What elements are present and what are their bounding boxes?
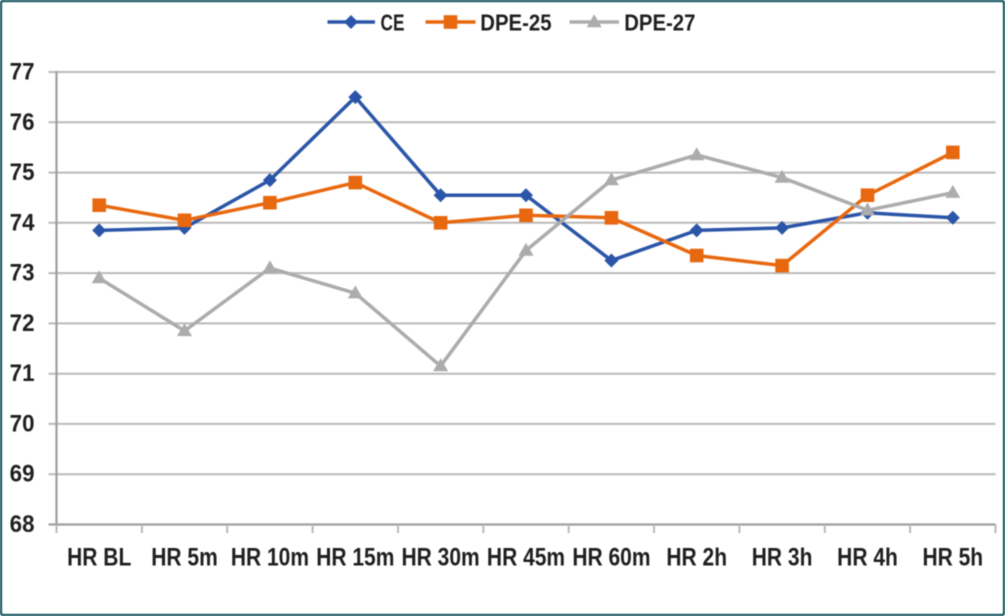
svg-text:CE: CE	[381, 11, 405, 36]
svg-text:HR 15m: HR 15m	[316, 543, 394, 571]
svg-text:DPE-25: DPE-25	[480, 9, 551, 35]
svg-text:74: 74	[10, 209, 35, 236]
svg-text:75: 75	[10, 158, 35, 185]
svg-text:70: 70	[10, 410, 35, 437]
svg-text:HR 5h: HR 5h	[922, 543, 983, 571]
svg-text:77: 77	[10, 58, 35, 85]
svg-text:HR 5m: HR 5m	[151, 543, 218, 571]
svg-text:HR 4h: HR 4h	[837, 543, 898, 571]
svg-text:71: 71	[10, 359, 35, 386]
svg-text:68: 68	[10, 510, 35, 537]
svg-text:HR BL: HR BL	[67, 543, 131, 571]
svg-text:HR 30m: HR 30m	[402, 543, 480, 571]
svg-text:HR 3h: HR 3h	[752, 543, 813, 571]
svg-text:HR 60m: HR 60m	[572, 543, 650, 571]
svg-text:72: 72	[10, 309, 35, 336]
svg-text:DPE-27: DPE-27	[624, 9, 695, 35]
svg-text:76: 76	[10, 108, 35, 135]
svg-text:HR 10m: HR 10m	[231, 543, 309, 571]
svg-text:HR 2h: HR 2h	[666, 543, 727, 571]
svg-text:73: 73	[10, 259, 35, 286]
svg-text:HR 45m: HR 45m	[487, 543, 565, 571]
svg-text:69: 69	[10, 460, 35, 487]
